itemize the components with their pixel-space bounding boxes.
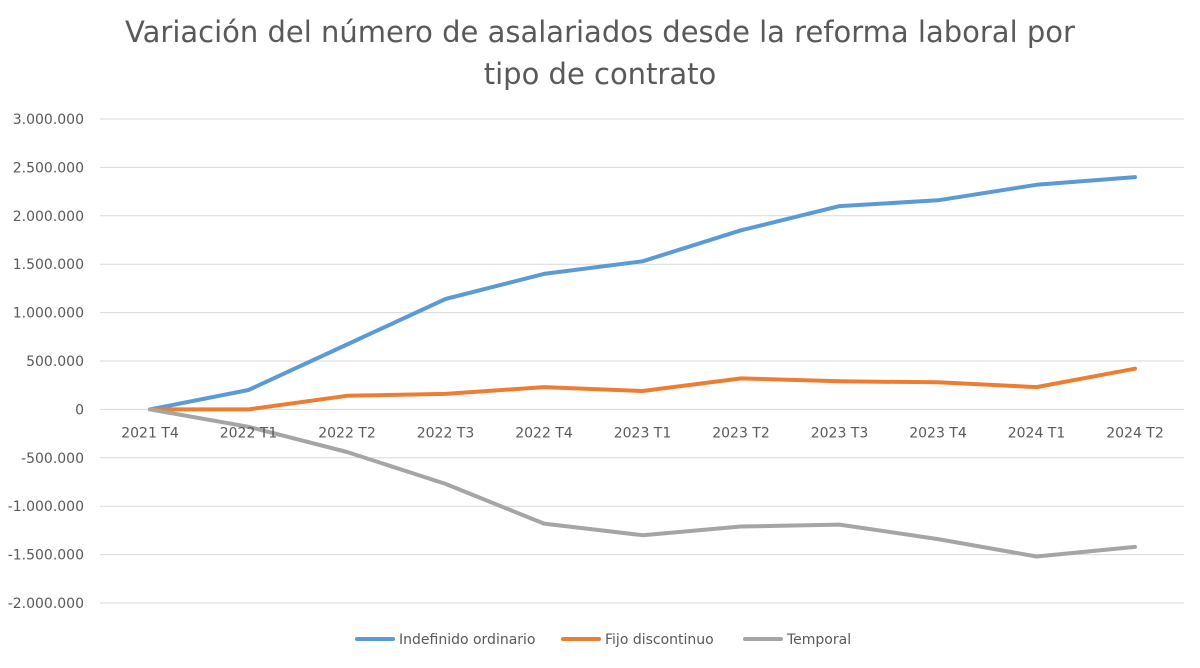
legend-label: Indefinido ordinario bbox=[399, 632, 536, 648]
x-tick-label: 2024 T2 bbox=[1106, 425, 1164, 441]
chart-title-line-1: Variación del número de asalariados desd… bbox=[125, 15, 1075, 49]
x-tick-label: 2022 T3 bbox=[417, 425, 475, 441]
y-axis-ticks: 3.000.000 2.500.000 2.000.000 1.500.000 1.00… bbox=[8, 112, 84, 612]
x-tick-label: 2023 T3 bbox=[811, 425, 869, 441]
legend-item: Indefinido ordinario bbox=[355, 632, 536, 648]
y-tick-label: -500.000 bbox=[21, 451, 84, 467]
x-tick-label: 2023 T2 bbox=[712, 425, 770, 441]
y-tick-label: -1.000.000 bbox=[8, 499, 84, 515]
series-line-temporal bbox=[148, 407, 1137, 559]
series-line-indefinido-ordinario bbox=[148, 175, 1137, 412]
x-tick-label: 2022 T1 bbox=[220, 425, 278, 441]
series-lines bbox=[148, 175, 1137, 559]
x-axis-ticks: 2021 T4 2022 T1 2022 T2 2022 T3 2022 T4 2023 … bbox=[121, 425, 1164, 441]
x-tick-label: 2024 T1 bbox=[1008, 425, 1066, 441]
y-tick-label: -1.500.000 bbox=[8, 548, 84, 564]
x-tick-label: 2023 T1 bbox=[614, 425, 672, 441]
legend-item: Temporal bbox=[743, 632, 851, 648]
series-indefinido-ordinario bbox=[148, 175, 1137, 412]
gridlines bbox=[100, 118, 1184, 604]
chart-title-line-2: tipo de contrato bbox=[484, 57, 717, 91]
legend-label: Fijo discontinuo bbox=[605, 632, 714, 648]
y-tick-label: 1.000.000 bbox=[13, 306, 84, 322]
y-tick-label: 500.000 bbox=[26, 354, 84, 370]
y-tick-label: 0 bbox=[75, 402, 84, 418]
y-tick-label: 1.500.000 bbox=[13, 257, 84, 273]
y-tick-label: -2.000.000 bbox=[8, 596, 84, 612]
y-tick-label: 2.000.000 bbox=[13, 209, 84, 225]
chart-title: Variación del número de asalariados desd… bbox=[125, 15, 1075, 91]
x-tick-label: 2021 T4 bbox=[121, 425, 179, 441]
series-fijo-discontinuo bbox=[148, 366, 1137, 412]
y-tick-label: 3.000.000 bbox=[13, 112, 84, 128]
legend-item: Fijo discontinuo bbox=[561, 632, 714, 648]
x-tick-label: 2023 T4 bbox=[909, 425, 967, 441]
series-temporal bbox=[148, 407, 1137, 559]
legend-label: Temporal bbox=[786, 632, 851, 648]
y-tick-label: 2.500.000 bbox=[13, 160, 84, 176]
x-tick-label: 2022 T4 bbox=[515, 425, 573, 441]
series-line-fijo-discontinuo bbox=[148, 366, 1137, 412]
x-tick-label: 2022 T2 bbox=[318, 425, 376, 441]
legend: Indefinido ordinario Fijo discontinuo Temp… bbox=[355, 632, 851, 648]
